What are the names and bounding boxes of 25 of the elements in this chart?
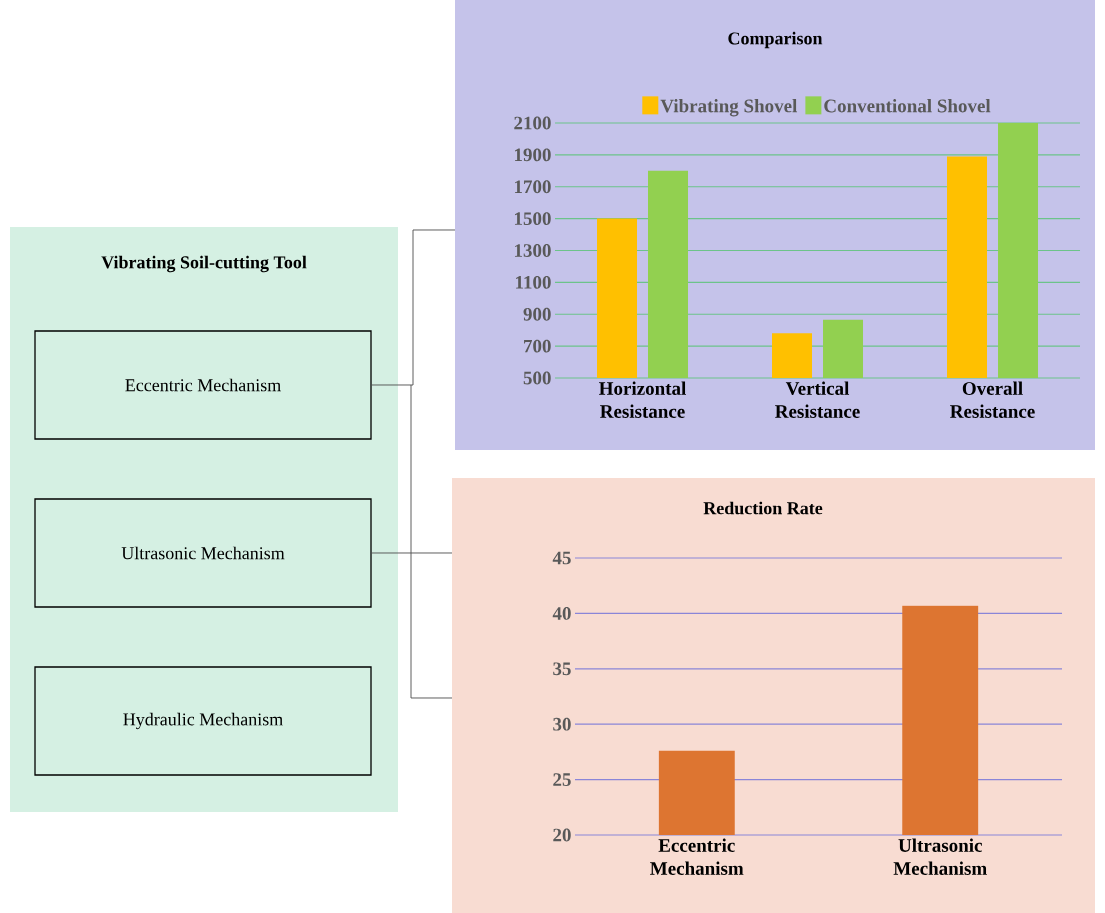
legend-label: Vibrating Shovel bbox=[660, 99, 798, 117]
y-tick-label: 900 bbox=[523, 307, 551, 321]
y-tick-label: 20 bbox=[553, 828, 571, 842]
y-tick-label: 1900 bbox=[515, 148, 551, 162]
y-tick-label: 40 bbox=[552, 607, 571, 620]
y-tick-label: 1100 bbox=[516, 275, 551, 289]
y-tick-label: 2100 bbox=[514, 116, 551, 130]
x-tick-label: Vertical Resistance bbox=[775, 381, 860, 418]
x-tick-label: Horizontal Resistance bbox=[599, 381, 686, 418]
y-tick-label: 25 bbox=[553, 773, 571, 786]
y-tick-label: 1300 bbox=[515, 244, 551, 257]
legend-label: Conventional Shovel bbox=[824, 99, 991, 113]
y-tick-label: 1700 bbox=[515, 180, 551, 194]
chart-title: Reduction Rate bbox=[703, 501, 823, 515]
y-tick-label: 45 bbox=[552, 551, 571, 565]
y-tick-label: 35 bbox=[553, 662, 571, 676]
y-tick-label: 30 bbox=[553, 717, 571, 731]
y-tick-label: 1500 bbox=[515, 212, 551, 226]
y-tick-label: 500 bbox=[523, 371, 551, 385]
text: Ultrasonic Mechanism bbox=[121, 546, 285, 560]
chart-title: Comparison bbox=[728, 31, 823, 49]
y-tick-label: 700 bbox=[524, 339, 551, 353]
x-tick-label: Overall Resistance bbox=[950, 381, 1035, 418]
text: Hydraulic Mechanism bbox=[123, 712, 283, 730]
text: Vibrating Soil-cutting Tool bbox=[101, 255, 307, 273]
